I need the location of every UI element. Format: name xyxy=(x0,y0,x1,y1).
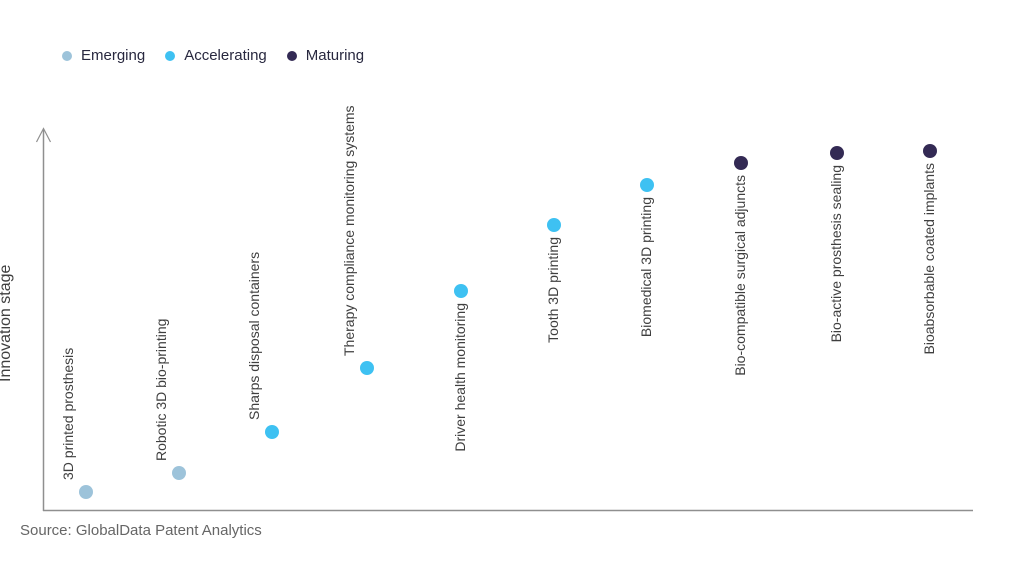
legend-label: Maturing xyxy=(305,47,365,64)
legend-dot-icon xyxy=(62,50,72,61)
data-point-label: Tooth 3D printing xyxy=(545,237,561,343)
data-point-dot xyxy=(265,425,279,439)
data-point-label: Sharps disposal containers xyxy=(246,251,262,420)
legend-item-accelerating: Accelerating xyxy=(165,47,267,64)
legend-dot-icon xyxy=(286,50,297,61)
data-point-label: 3D printed prosthesis xyxy=(60,347,76,480)
y-axis-arrow-icon xyxy=(35,127,52,143)
data-point-label: Driver health monitoring xyxy=(452,303,468,452)
y-axis-label: Innovation stage xyxy=(0,264,14,382)
data-point-label: Robotic 3D bio-printing xyxy=(153,318,169,461)
legend-item-maturing: Maturing xyxy=(286,47,365,64)
data-point-label: Therapy compliance monitoring systems xyxy=(341,105,357,356)
data-point-label: Bio-compatible surgical adjuncts xyxy=(732,175,748,376)
data-point-dot xyxy=(172,466,186,480)
data-point-dot xyxy=(734,156,748,170)
source-note: Source: GlobalData Patent Analytics xyxy=(20,522,262,539)
data-point-dot xyxy=(79,485,93,499)
data-point-label: Bio-active prosthesis sealing xyxy=(828,165,844,343)
legend-item-emerging: Emerging xyxy=(62,47,145,64)
data-point-label: Biomedical 3D printing xyxy=(638,197,654,338)
data-point-dot xyxy=(360,361,374,375)
data-point-dot xyxy=(547,218,561,232)
chart-legend: Emerging Accelerating Maturing xyxy=(62,47,364,64)
legend-label: Emerging xyxy=(81,47,146,64)
data-point-label: Bioabsorbable coated implants xyxy=(921,163,937,355)
data-point-dot xyxy=(454,284,468,298)
legend-label: Accelerating xyxy=(184,47,267,64)
data-point-dot xyxy=(923,144,937,158)
legend-dot-icon xyxy=(165,50,176,61)
data-point-dot xyxy=(830,146,844,160)
data-point-dot xyxy=(640,178,654,192)
